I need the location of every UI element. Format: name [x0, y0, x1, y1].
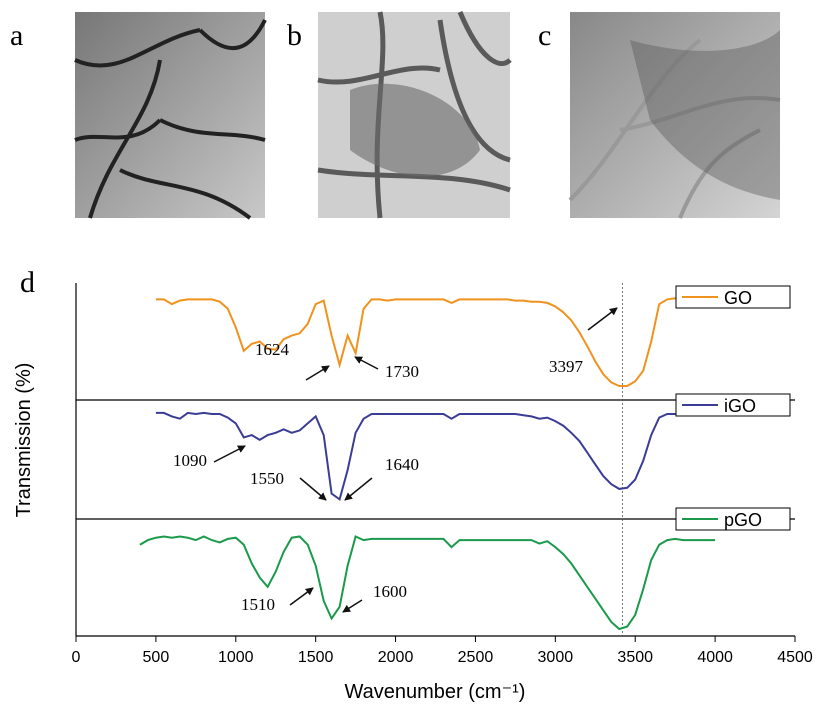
annotation: 1510	[241, 595, 275, 614]
annotation-arrow	[355, 357, 378, 369]
tem-image-a	[75, 12, 265, 218]
x-tick-label: 2500	[458, 649, 494, 666]
spectrum-line	[140, 537, 715, 630]
panel-label: d	[20, 266, 35, 299]
annotation-arrow	[343, 600, 362, 612]
x-axis-label: Wavenumber (cm⁻¹)	[345, 681, 526, 703]
annotation: 1090	[173, 451, 207, 470]
annotation-arrow	[290, 588, 313, 605]
annotation-arrow	[588, 308, 617, 330]
tem-image-b	[318, 12, 510, 218]
annotation-arrow	[345, 478, 372, 500]
x-tick-label: 4000	[697, 649, 733, 666]
annotation: 3397	[549, 357, 584, 376]
x-tick-label: 4500	[777, 649, 813, 666]
annotation: 1550	[250, 469, 284, 488]
tem-image-c	[570, 12, 780, 218]
annotation-arrow	[306, 366, 329, 380]
panel-label: b	[287, 19, 302, 52]
legend-label: GO	[724, 288, 752, 308]
spectrum-line	[156, 413, 715, 500]
legend-label: iGO	[724, 396, 756, 416]
legend-label: pGO	[724, 510, 762, 530]
annotation: 1730	[385, 362, 419, 381]
panel-label: a	[10, 19, 23, 52]
page: {"panels": {"labels": ["a", "b", "c", "d…	[0, 0, 821, 706]
x-tick-label: 2000	[378, 649, 414, 666]
x-tick-label: 3500	[617, 649, 653, 666]
figure: a b c d Transmission (%) Wavenumber (cm⁻…	[0, 0, 821, 706]
x-tick-label: 500	[143, 649, 170, 666]
x-tick-label: 0	[72, 649, 81, 666]
annotation: 1640	[385, 455, 419, 474]
x-tick-label: 1000	[218, 649, 254, 666]
annotation: 1624	[255, 340, 290, 359]
x-tick-label: 3000	[538, 649, 574, 666]
y-axis-label: Transmission (%)	[13, 363, 35, 518]
annotation-arrow	[300, 478, 326, 500]
panel-label: c	[538, 19, 551, 52]
spectrum-line	[156, 298, 715, 386]
annotation: 1600	[373, 582, 407, 601]
annotation-arrow	[214, 446, 245, 462]
x-tick-label: 1500	[298, 649, 334, 666]
